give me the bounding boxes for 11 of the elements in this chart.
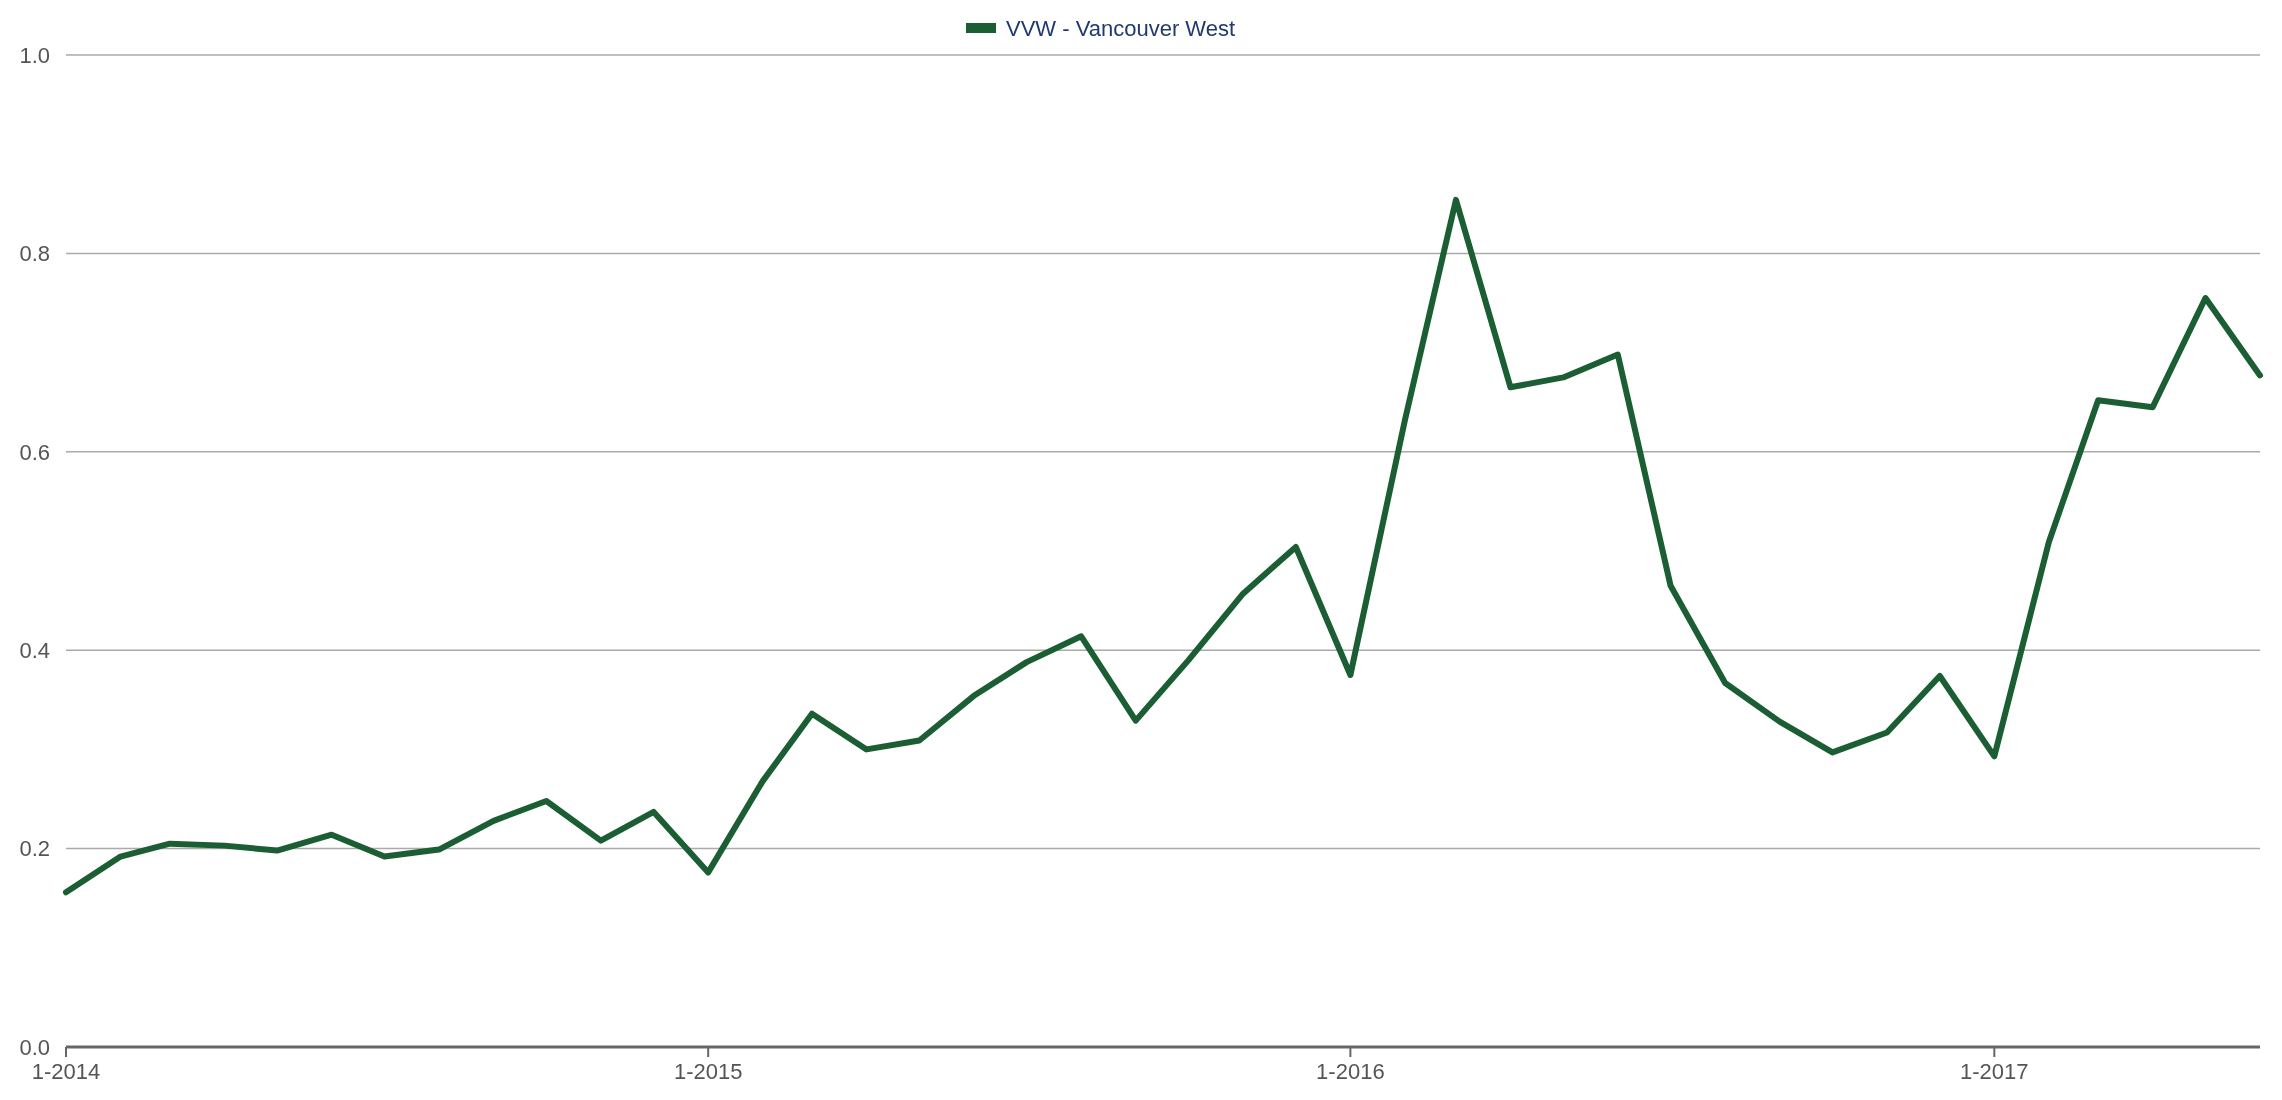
- y-tick-label: 0.0: [19, 1034, 50, 1060]
- y-tick-label: 0.4: [19, 637, 50, 663]
- x-tick-label: 1-2015: [673, 1059, 743, 1084]
- x-tick-label: 1-2014: [31, 1059, 101, 1084]
- y-tick-label: 0.2: [19, 836, 50, 862]
- y-tick-label: 1.0: [19, 42, 50, 68]
- y-tick-label: 0.8: [19, 241, 50, 267]
- y-tick-label: 0.6: [19, 439, 50, 465]
- x-tick-label: 1-2016: [1316, 1059, 1385, 1084]
- legend-label: VVW - Vancouver West: [1006, 15, 1236, 41]
- x-tick-label: 1-2017: [1960, 1059, 2029, 1084]
